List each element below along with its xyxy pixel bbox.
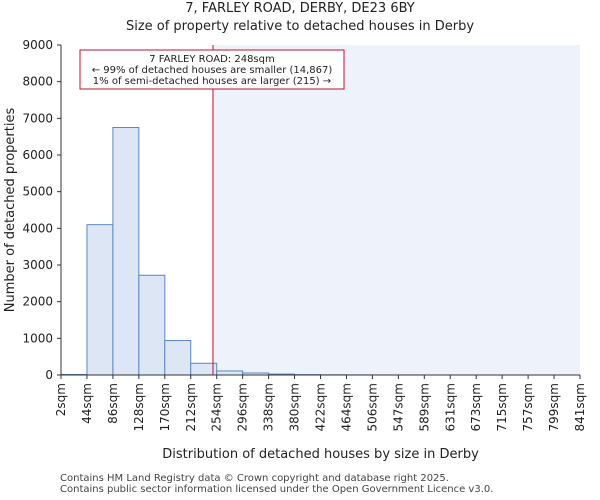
x-tick-label: 44sqm xyxy=(80,383,94,424)
x-tick-label: 212sqm xyxy=(184,383,198,431)
x-tick-label: 799sqm xyxy=(547,383,561,431)
histogram-bar xyxy=(138,274,166,376)
x-axis-label: Distribution of detached houses by size … xyxy=(162,447,479,462)
y-tick-label: 1000 xyxy=(22,331,53,345)
y-axis-label: Number of detached properties xyxy=(3,108,18,313)
y-tick-label: 4000 xyxy=(22,221,53,235)
x-tick-label: 631sqm xyxy=(443,383,457,431)
x-tick-label: 506sqm xyxy=(365,383,379,431)
x-tick-label: 296sqm xyxy=(236,383,250,431)
x-tick-label: 547sqm xyxy=(391,383,405,431)
footer-line1: Contains HM Land Registry data © Crown c… xyxy=(60,473,449,484)
x-tick-label: 673sqm xyxy=(469,383,483,431)
histogram-bar xyxy=(86,224,114,376)
y-tick-label: 8000 xyxy=(22,75,53,89)
annotation-line2: ← 99% of detached houses are smaller (14… xyxy=(92,65,333,76)
chart-title-line2: Size of property relative to detached ho… xyxy=(125,19,475,34)
y-tick-label: 7000 xyxy=(22,111,53,125)
y-tick-label: 3000 xyxy=(22,258,53,272)
x-tick-label: 757sqm xyxy=(521,383,535,431)
x-tick-label: 464sqm xyxy=(339,383,353,431)
x-tick-label: 338sqm xyxy=(262,383,276,431)
x-tick-label: 589sqm xyxy=(417,383,431,431)
x-tick-label: 715sqm xyxy=(495,383,509,431)
footer-line2: Contains public sector information licen… xyxy=(60,484,494,495)
annotation-line3: 1% of semi-detached houses are larger (2… xyxy=(93,76,331,87)
x-tick-label: 841sqm xyxy=(573,383,587,431)
larger-region-shade xyxy=(212,45,580,375)
x-tick-label: 380sqm xyxy=(288,383,302,431)
histogram-bar xyxy=(164,340,192,376)
histogram-bar xyxy=(216,370,244,376)
x-tick-label: 254sqm xyxy=(210,383,224,431)
x-tick-label: 128sqm xyxy=(132,383,146,431)
x-tick-label: 2sqm xyxy=(54,383,68,416)
x-tick-label: 170sqm xyxy=(158,383,172,431)
x-tick-label: 422sqm xyxy=(314,383,328,431)
y-tick-label: 5000 xyxy=(22,185,53,199)
y-tick-label: 6000 xyxy=(22,148,53,162)
annotation-box: 7 FARLEY ROAD: 248sqm ← 99% of detached … xyxy=(79,49,345,90)
y-tick-label: 0 xyxy=(45,368,53,382)
chart-title-line1: 7, FARLEY ROAD, DERBY, DE23 6BY xyxy=(185,1,415,16)
histogram-bar xyxy=(112,127,140,376)
y-tick-label: 9000 xyxy=(22,38,53,52)
annotation-line1: 7 FARLEY ROAD: 248sqm xyxy=(149,54,274,65)
x-tick-label: 86sqm xyxy=(106,383,120,424)
y-tick-label: 2000 xyxy=(22,295,53,309)
